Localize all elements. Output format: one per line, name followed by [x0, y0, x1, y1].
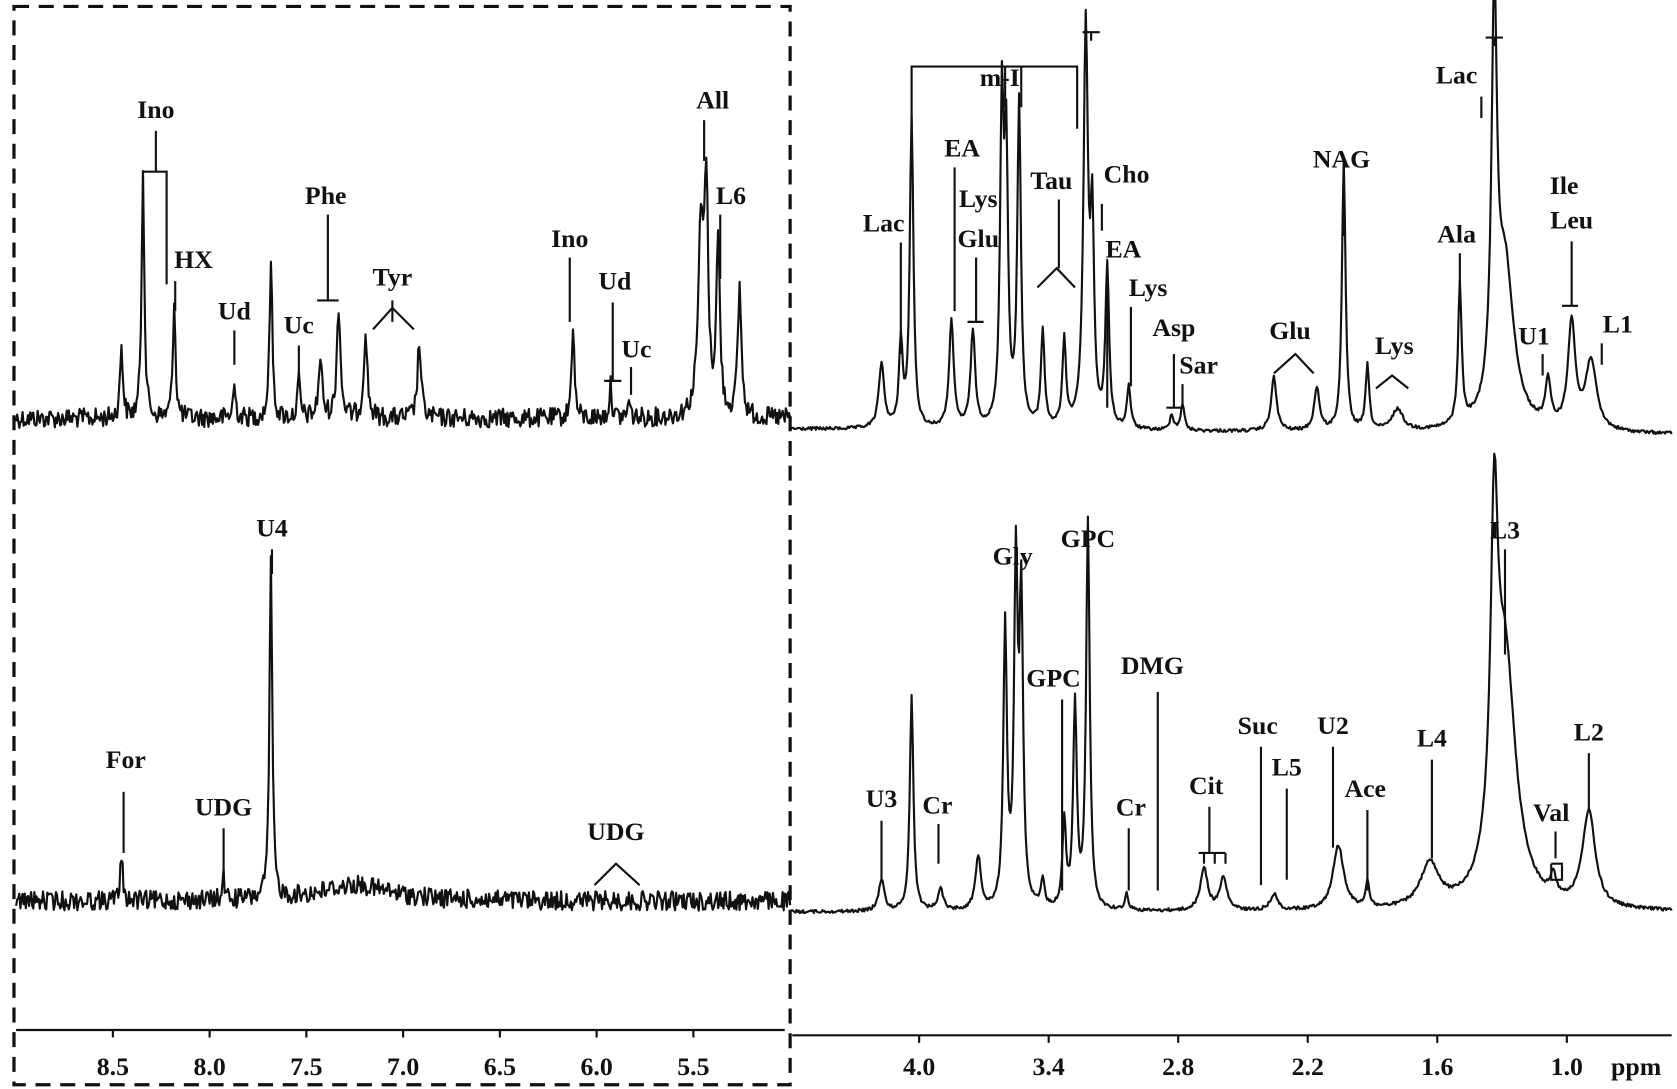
peak-label: Val	[1533, 798, 1569, 827]
spectrum-trace	[15, 555, 792, 912]
peak-label: Ala	[1437, 219, 1476, 248]
peak-label: Glu	[957, 224, 999, 253]
tick-label: 3.4	[1033, 1052, 1065, 1081]
tick-label: 6.0	[580, 1052, 612, 1081]
peak-label: Phe	[305, 181, 347, 210]
peak-label: For	[106, 745, 146, 774]
tick-label: 7.0	[387, 1052, 419, 1081]
peak-label: Tau	[1030, 166, 1072, 195]
axis-unit: ppm	[1611, 1052, 1662, 1081]
tick-label: 8.0	[193, 1052, 225, 1081]
peak-label: Cit	[1189, 771, 1224, 800]
peak-label: L6	[716, 181, 746, 210]
peak-marker	[372, 266, 1564, 886]
dashed-frame	[12, 4, 792, 1087]
bracket	[910, 65, 1079, 129]
peak-label: DMG	[1121, 651, 1184, 680]
peak-label: Ino	[551, 224, 588, 253]
peak-label: L5	[1272, 753, 1302, 782]
peak-label: Ud	[218, 297, 252, 326]
peak-label: Lys	[1375, 331, 1414, 360]
peak-label: Cr	[1116, 792, 1146, 821]
spectrum-trace	[15, 156, 792, 429]
peak-label: UDG	[195, 792, 252, 821]
peak-marker	[141, 170, 1579, 409]
peak-label: Uc	[284, 311, 314, 340]
peak-label: Tyr	[373, 262, 413, 291]
peak-label: Ile	[1550, 171, 1579, 200]
peak-label: GPC	[1026, 664, 1080, 693]
peak-label: Lys	[1129, 273, 1168, 302]
spectrum-trace	[789, 452, 1673, 915]
peak-label: Uc	[621, 334, 651, 363]
peak-label: Ace	[1344, 774, 1386, 803]
peak-label: Glu	[1269, 316, 1311, 345]
peak-label: Ud	[598, 267, 632, 296]
peak-label: L4	[1417, 724, 1447, 753]
peak-label: All	[696, 85, 729, 114]
tick-label: 2.2	[1292, 1052, 1324, 1081]
peak-label: HX	[174, 245, 213, 274]
peak-label: Suc	[1238, 711, 1278, 740]
peak-label: Cho	[1104, 159, 1150, 188]
peak-cap	[1485, 36, 1503, 47]
peak-label: L3	[1490, 516, 1520, 545]
peak-label: U3	[866, 784, 898, 813]
peak-label: Ino	[137, 95, 174, 124]
peak-label: Asp	[1152, 313, 1195, 342]
peak-label: EA	[944, 134, 980, 163]
peak-label: Lac	[863, 209, 905, 238]
peak-label: Leu	[1550, 206, 1593, 235]
peak-cap	[1082, 31, 1100, 41]
tick-label: 8.5	[97, 1052, 129, 1081]
peak-label: UDG	[587, 817, 644, 846]
peak-label: Gly	[993, 541, 1033, 570]
peak-label: EA	[1105, 235, 1141, 264]
tick-label: 1.0	[1551, 1052, 1583, 1081]
peak-label: Lac	[1436, 61, 1478, 90]
peak-label: Sar	[1179, 350, 1218, 379]
peak-label: U4	[256, 513, 288, 542]
peak-label: GPC	[1061, 524, 1115, 553]
peak-label: L2	[1574, 717, 1604, 746]
peak-label: NAG	[1313, 144, 1370, 173]
peak-label: Lys	[959, 184, 998, 213]
tick-label: 6.5	[484, 1052, 516, 1081]
tick-label: 1.6	[1421, 1052, 1453, 1081]
peak-label: L1	[1603, 310, 1633, 339]
tick-label: 5.5	[677, 1052, 709, 1081]
tick-label: 4.0	[903, 1052, 935, 1081]
peak-label: m-I	[980, 63, 1020, 92]
tick-label: 2.8	[1162, 1052, 1194, 1081]
peak-label: Cr	[922, 790, 952, 819]
tick-label: 7.5	[290, 1052, 322, 1081]
spectrum-trace	[789, 0, 1673, 435]
peak-label: U2	[1317, 711, 1349, 740]
peak-label: U1	[1518, 321, 1550, 350]
